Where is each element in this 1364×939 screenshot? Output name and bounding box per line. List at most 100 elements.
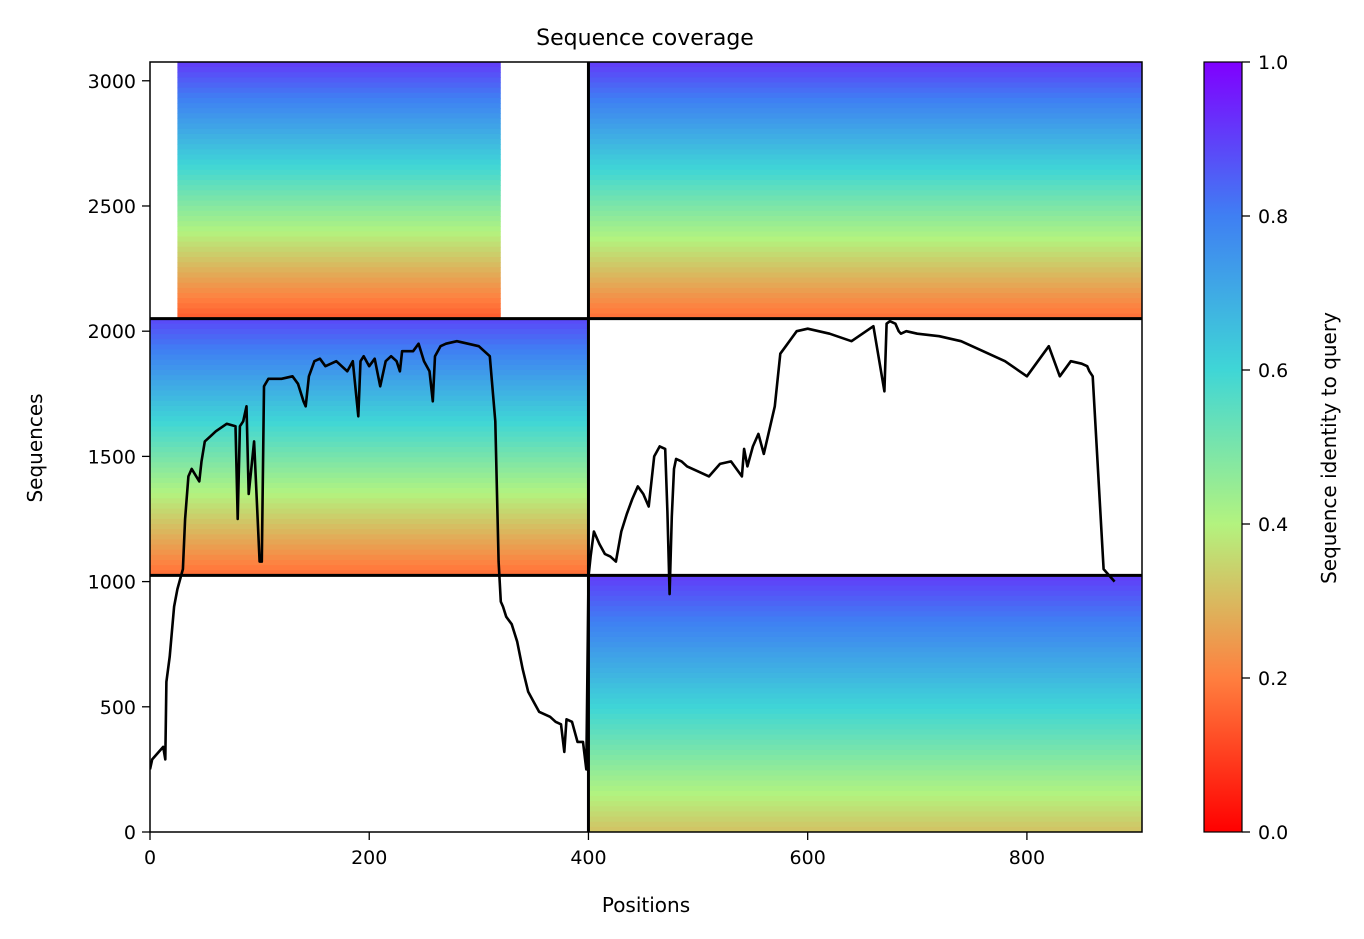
coverage-layer [150,319,1116,771]
identity-band [150,529,589,535]
identity-band [588,313,1142,320]
identity-band [150,539,589,546]
x-tick-label: 200 [351,847,387,869]
y-tick-label: 1500 [88,446,136,468]
colorbar-tick-label: 0.4 [1258,514,1288,536]
identity-band [150,493,589,499]
identity-band [588,62,1142,68]
chain-boundaries [150,62,1142,832]
identity-band [150,328,589,335]
identity-band [150,375,589,381]
identity-band [588,739,1142,746]
colorbar-tick-label: 1.0 [1258,52,1288,74]
identity-band [177,185,501,191]
identity-band [588,159,1142,166]
identity-band [588,236,1142,243]
y-axis-label: Sequences [23,393,47,502]
identity-band [150,452,589,458]
colorbar-label: Sequence identity to query [1317,312,1341,584]
identity-band [588,688,1142,694]
identity-band [177,210,501,217]
identity-band [150,477,589,484]
identity-band [588,636,1142,643]
colorbar [1203,61,1243,833]
identity-band [150,323,589,330]
identity-band [588,298,1142,304]
coverage-line [150,319,1116,771]
identity-band [177,293,501,299]
identity-band [588,226,1142,232]
identity-band [588,257,1142,263]
identity-band [588,190,1142,197]
identity-band [588,713,1142,720]
identity-band [177,144,501,150]
identity-band [177,169,501,176]
identity-band [588,790,1142,797]
identity-band [150,339,589,345]
identity-band [150,488,589,494]
identity-band [177,123,501,130]
identity-band [588,744,1142,751]
identity-band [177,154,501,161]
identity-band [588,221,1142,227]
identity-band [177,303,501,309]
identity-band [588,272,1142,279]
colorbar-tick-label: 0.0 [1258,822,1288,844]
identity-band [177,190,501,197]
identity-band [177,257,501,263]
identity-band [588,698,1142,705]
identity-band [588,765,1142,771]
identity-band [588,144,1142,150]
identity-band [588,760,1142,766]
identity-band [150,405,589,412]
identity-band [150,400,589,407]
identity-band [150,462,589,469]
identity-band [177,62,501,68]
identity-band [177,87,501,94]
y-tick-label: 1000 [88,572,136,594]
identity-band [588,780,1142,787]
identity-band [177,72,501,78]
identity-band [588,180,1142,186]
identity-band [150,364,589,371]
identity-band [588,174,1142,181]
identity-band [588,667,1142,674]
identity-band [150,534,589,540]
identity-band [150,354,589,361]
identity-band [177,308,501,315]
identity-band [150,431,589,438]
identity-band [150,334,589,340]
identity-band [588,92,1142,99]
identity-band [177,282,501,289]
identity-band [150,359,589,366]
identity-band [588,811,1142,818]
identity-band [588,821,1142,828]
identity-band [588,734,1142,741]
identity-band [177,139,501,145]
colorbar-tick-label: 0.6 [1258,360,1288,382]
identity-band [588,205,1142,212]
identity-band [588,724,1142,730]
x-tick-label: 600 [790,847,826,869]
identity-band [588,216,1142,222]
identity-band [150,472,589,479]
identity-band [177,67,501,73]
block-4 [588,575,1142,832]
identity-band [177,262,501,268]
colorbar-tick-label: 0.8 [1258,206,1288,228]
identity-band [177,298,501,304]
identity-band [177,246,501,253]
identity-band [150,498,589,505]
identity-band [177,216,501,222]
identity-band [177,267,501,274]
identity-band [588,103,1142,109]
y-tick-label: 500 [100,697,136,719]
identity-band [177,221,501,227]
identity-band [588,200,1142,207]
identity-band [588,703,1142,710]
identity-band [588,77,1142,84]
identity-band [588,601,1142,607]
identity-band [588,185,1142,191]
identity-band [588,128,1142,135]
identity-band [177,174,501,181]
